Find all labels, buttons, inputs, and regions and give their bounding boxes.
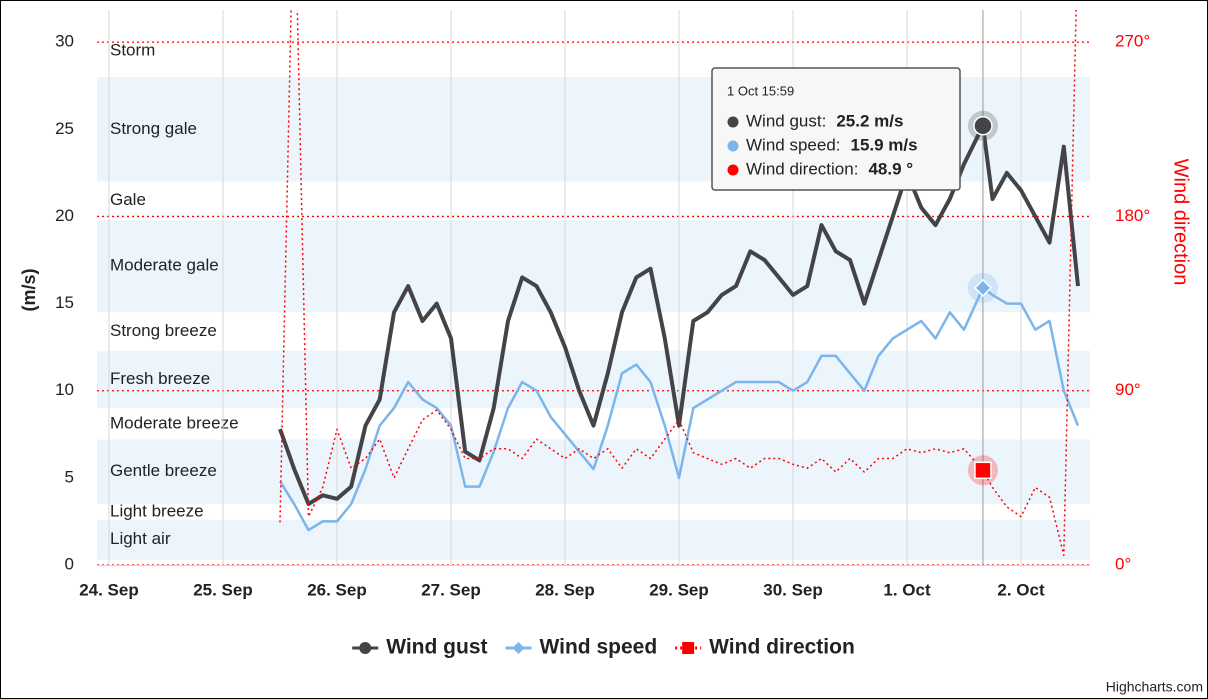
tooltip-value: 15.9 m/s: [851, 135, 918, 154]
legend-item[interactable]: Wind direction: [675, 636, 855, 659]
y-tick-label: 0: [65, 554, 74, 573]
y-tick-label: 25: [55, 119, 74, 138]
marker: [973, 116, 993, 136]
plot-band: [97, 504, 1090, 520]
plot-band: [97, 350, 1090, 409]
band-label: Strong breeze: [110, 321, 217, 340]
band-label: Moderate breeze: [110, 413, 239, 432]
series-line: [278, 286, 1080, 532]
tooltip-label: Wind gust:: [746, 111, 826, 130]
y-axis-title: (m/s): [19, 268, 39, 311]
tooltip-dot: [727, 164, 739, 176]
x-tick-label: 25. Sep: [193, 580, 253, 599]
x-tick-label: 2. Oct: [997, 580, 1045, 599]
y-tick-label: 10: [55, 380, 74, 399]
plot-band: [97, 439, 1090, 504]
band-label: Gentle breeze: [110, 461, 217, 480]
plot-band: [97, 519, 1090, 560]
y2-axis-title: Wind direction: [1170, 159, 1192, 286]
band-label: Light breeze: [110, 501, 204, 520]
tooltip-value: 25.2 m/s: [836, 111, 903, 130]
tooltip-box: [711, 67, 961, 191]
band-label: Gale: [110, 190, 146, 209]
tooltip-header: 1 Oct 15:59: [727, 83, 794, 98]
y2-tick-label: 0°: [1115, 554, 1131, 573]
x-tick-label: 30. Sep: [763, 580, 823, 599]
tooltip-value: 48.9 °: [868, 159, 913, 178]
marker: [682, 642, 695, 654]
tooltip-label: Wind direction:: [746, 159, 858, 178]
x-tick-label: 29. Sep: [649, 580, 709, 599]
x-tick-label: 1. Oct: [883, 580, 931, 599]
tooltip-label: Wind speed:: [746, 135, 841, 154]
band-label: Fresh breeze: [110, 369, 210, 388]
tooltip-dot: [727, 140, 739, 152]
y2-tick-label: 270°: [1115, 32, 1150, 51]
y-tick-label: 30: [55, 32, 74, 51]
marker: [973, 278, 993, 297]
credits: Highcharts.com: [1106, 679, 1203, 695]
legend-label: Wind speed: [540, 636, 658, 659]
tooltip: 1 Oct 15:59 Wind gust: 25.2 m/s Wind speed:…: [711, 67, 961, 191]
marker: [359, 642, 372, 654]
marker: [974, 461, 992, 480]
plot-band: [97, 312, 1090, 351]
y-tick-label: 20: [55, 206, 74, 225]
x-tick-label: 27. Sep: [421, 580, 481, 599]
marker: [512, 642, 525, 654]
band-label: Moderate gale: [110, 256, 219, 275]
band-label: Light air: [110, 529, 171, 548]
y-tick-label: 15: [55, 293, 74, 312]
y-tick-label: 5: [65, 467, 74, 486]
y2-tick-label: 90°: [1115, 380, 1141, 399]
tooltip-dot: [727, 116, 739, 128]
x-tick-label: 26. Sep: [307, 580, 367, 599]
legend: Wind gust Wind speed Wind direction: [352, 636, 855, 659]
legend-item[interactable]: Wind speed: [505, 636, 658, 659]
band-label: Strong gale: [110, 119, 197, 138]
y2-tick-label: 180°: [1115, 206, 1150, 225]
legend-label: Wind direction: [709, 636, 855, 659]
series-line: [278, 123, 1080, 506]
plot-band: [97, 219, 1090, 313]
legend-label: Wind gust: [386, 636, 487, 659]
band-label: Storm: [110, 40, 155, 59]
x-tick-label: 28. Sep: [535, 580, 595, 599]
x-tick-label: 24. Sep: [79, 580, 139, 599]
legend-item[interactable]: Wind gust: [352, 636, 488, 659]
